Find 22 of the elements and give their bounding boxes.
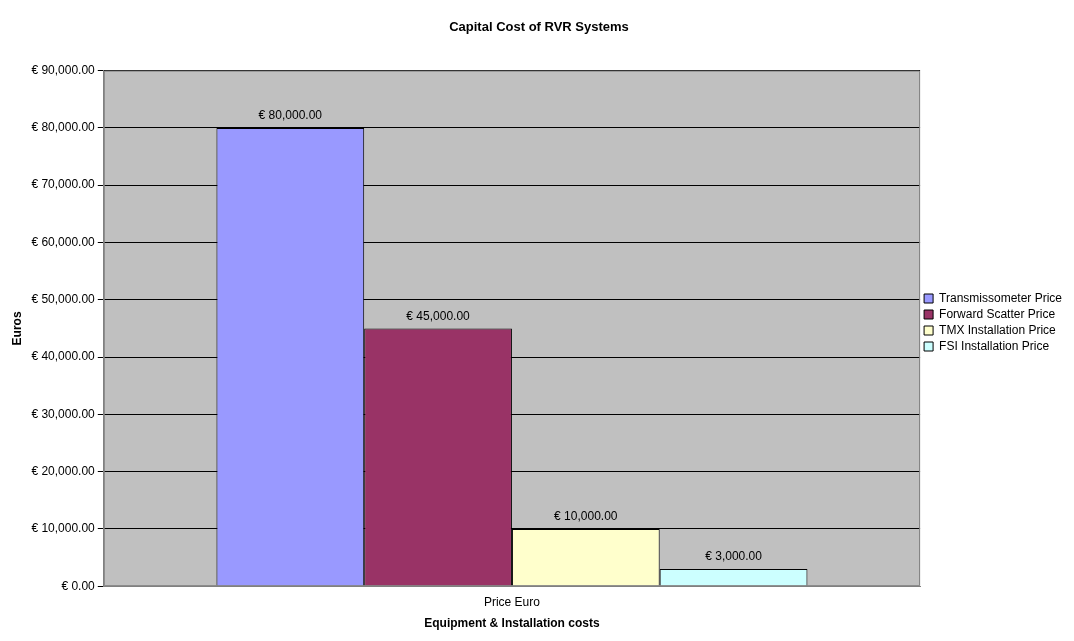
- legend-label: Transmissometer Price: [939, 290, 1063, 305]
- y-tick-label: € 0.00: [61, 578, 96, 593]
- y-tick-label: € 80,000.00: [31, 120, 96, 135]
- x-tick-label: Price Euro: [483, 594, 541, 609]
- data-label: € 3,000.00: [705, 549, 763, 564]
- x-axis-title: Equipment & Installation costs: [424, 616, 600, 631]
- y-tick-label: € 50,000.00: [31, 292, 96, 307]
- y-tick-label: € 90,000.00: [31, 62, 96, 77]
- data-label: € 45,000.00: [406, 308, 471, 323]
- y-tick-label: € 70,000.00: [31, 177, 96, 192]
- legend-label: TMX Installation Price: [939, 322, 1057, 337]
- legend-label: Forward Scatter Price: [939, 306, 1056, 321]
- y-tick-label: € 40,000.00: [31, 349, 96, 364]
- legend-label: FSI Installation Price: [939, 338, 1050, 353]
- y-tick-label: € 20,000.00: [31, 463, 96, 478]
- y-tick-label: € 30,000.00: [31, 406, 96, 421]
- y-tick-label: € 60,000.00: [31, 234, 96, 249]
- data-label: € 80,000.00: [258, 108, 323, 123]
- data-label: € 10,000.00: [554, 509, 618, 524]
- y-tick-label: € 10,000.00: [31, 521, 96, 536]
- chart-title: Capital Cost of RVR Systems: [449, 19, 629, 35]
- y-axis-title: Euros: [9, 311, 24, 346]
